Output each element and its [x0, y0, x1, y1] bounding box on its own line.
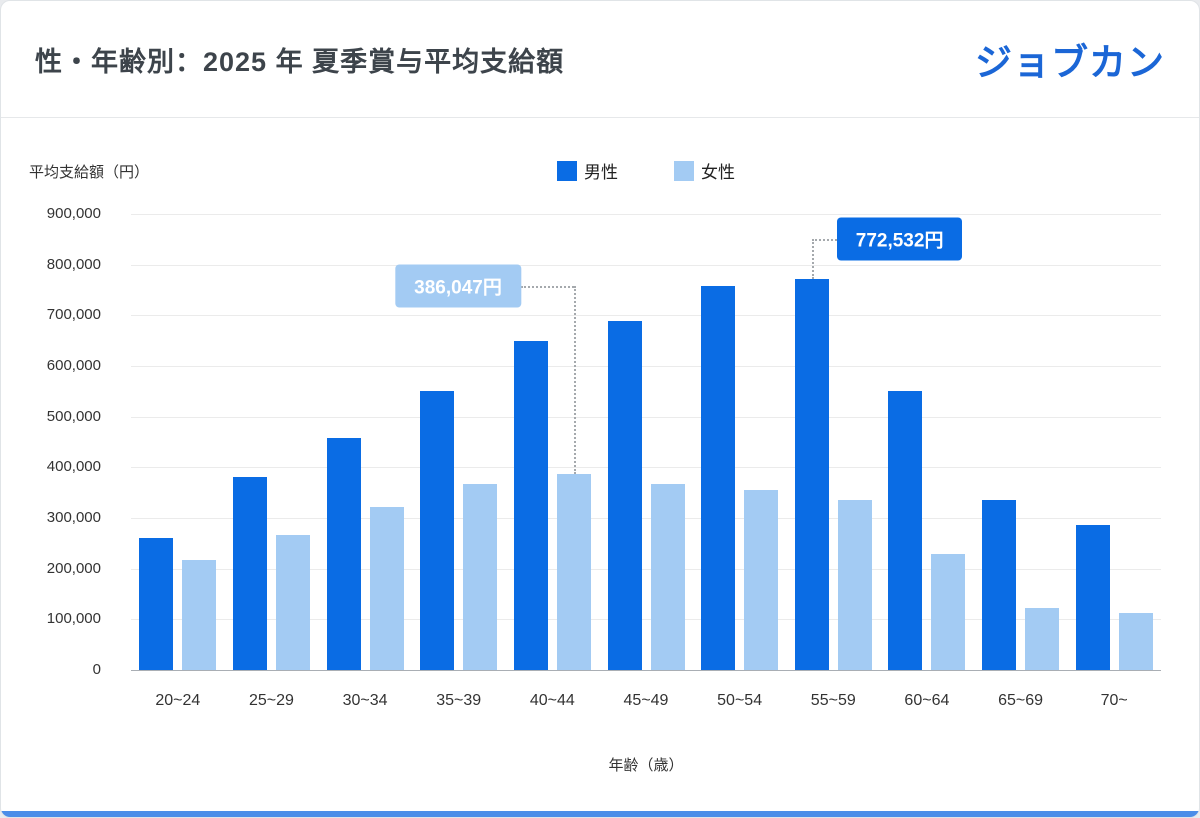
- x-tick-label: 40~44: [529, 692, 575, 709]
- y-tick-label: 300,000: [46, 509, 101, 526]
- y-tick-label: 900,000: [46, 205, 101, 222]
- gridline: [131, 214, 1161, 215]
- bar-女性-45~49: [650, 483, 685, 670]
- gridline: [131, 315, 1161, 317]
- bar-chart: 0 100,000 200,000 300,000 400,000 500,000 600,…: [1, 118, 1199, 817]
- bar-男性-25~29: [232, 477, 267, 670]
- bar-男性-70~: [1075, 524, 1110, 670]
- page-title: 性・年齢別：2025 年 夏季賞与平均支給額: [35, 46, 565, 77]
- y-tick-label: 700,000: [46, 306, 101, 324]
- callout-男性: 772,532円: [836, 217, 963, 261]
- bar-女性-50~54: [744, 489, 779, 670]
- gridline: [131, 366, 1161, 367]
- legend-item-female: 女性: [674, 158, 735, 183]
- y-tick-label: 600,000: [46, 357, 101, 374]
- bar-女性-70~: [1118, 612, 1153, 670]
- bar-女性-40~44: [556, 474, 591, 670]
- jobcan-logo: ジョブカン: [975, 42, 1165, 83]
- callout-connector-horizontal: [811, 238, 837, 241]
- legend-item-male: 男性: [557, 158, 618, 183]
- legend-label-female: 女性: [701, 163, 735, 182]
- bar-女性-55~59: [837, 499, 872, 670]
- x-tick-label: 20~24: [155, 692, 201, 709]
- bar-女性-35~39: [463, 483, 498, 670]
- gridline: [131, 264, 1161, 266]
- bottom-accent-bar: [1, 811, 1199, 817]
- gridline: [131, 416, 1161, 418]
- x-tick-label: 30~34: [342, 692, 388, 709]
- x-tick-label: 25~29: [248, 692, 294, 709]
- x-tick-label: 50~54: [717, 692, 763, 709]
- gridline: [131, 518, 1161, 519]
- bar-女性-30~34: [369, 506, 404, 670]
- x-tick-label: 45~49: [623, 692, 669, 709]
- callout-connector-vertical: [573, 286, 576, 475]
- bar-男性-50~54: [701, 286, 736, 670]
- y-axis-title: 平均支給額（円）: [29, 164, 150, 181]
- bar-男性-55~59: [794, 278, 829, 670]
- x-tick-label: 60~64: [904, 692, 950, 709]
- bar-女性-65~69: [1025, 608, 1060, 670]
- bar-女性-25~29: [275, 535, 310, 670]
- y-tick-label: 400,000: [46, 458, 101, 476]
- bar-男性-40~44: [513, 340, 548, 670]
- bar-女性-60~64: [931, 554, 966, 670]
- bar-男性-30~34: [326, 438, 361, 670]
- legend: 男性 女性: [131, 158, 1161, 183]
- callout-女性: 386,047円: [395, 264, 521, 308]
- gridline: [131, 568, 1161, 570]
- bar-男性-35~39: [420, 391, 455, 670]
- x-axis-title: 年齢（歳）: [608, 757, 684, 774]
- y-tick-label: 800,000: [46, 255, 101, 273]
- bar-女性-20~24: [182, 559, 217, 670]
- x-tick-label: 55~59: [810, 692, 856, 709]
- bar-男性-60~64: [888, 390, 923, 670]
- bar-男性-20~24: [139, 538, 174, 670]
- chart-region: 平均支給額（円） 男性 女性 0 100,000 200,000 300,000 400…: [1, 118, 1199, 817]
- x-tick-label: 35~39: [436, 692, 482, 709]
- y-tick-label: 100,000: [46, 610, 101, 628]
- legend-swatch-male: [557, 160, 577, 181]
- callout-connector-horizontal: [520, 286, 574, 289]
- header: 性・年齢別：2025 年 夏季賞与平均支給額 ジョブカン: [1, 1, 1199, 118]
- y-tick-label: 200,000: [46, 559, 101, 577]
- y-tick-label: 500,000: [46, 407, 101, 425]
- legend-label-male: 男性: [584, 163, 618, 182]
- legend-swatch-female: [674, 160, 694, 181]
- x-tick-label: 65~69: [998, 692, 1043, 709]
- y-tick-label: 0: [92, 661, 101, 678]
- bar-男性-65~69: [982, 500, 1017, 670]
- x-tick-label: 70~: [1100, 692, 1128, 709]
- bar-男性-45~49: [607, 321, 642, 670]
- callout-connector-vertical: [811, 238, 814, 279]
- x-axis-line: [131, 670, 1161, 671]
- gridline: [131, 467, 1161, 469]
- gridline: [131, 619, 1161, 621]
